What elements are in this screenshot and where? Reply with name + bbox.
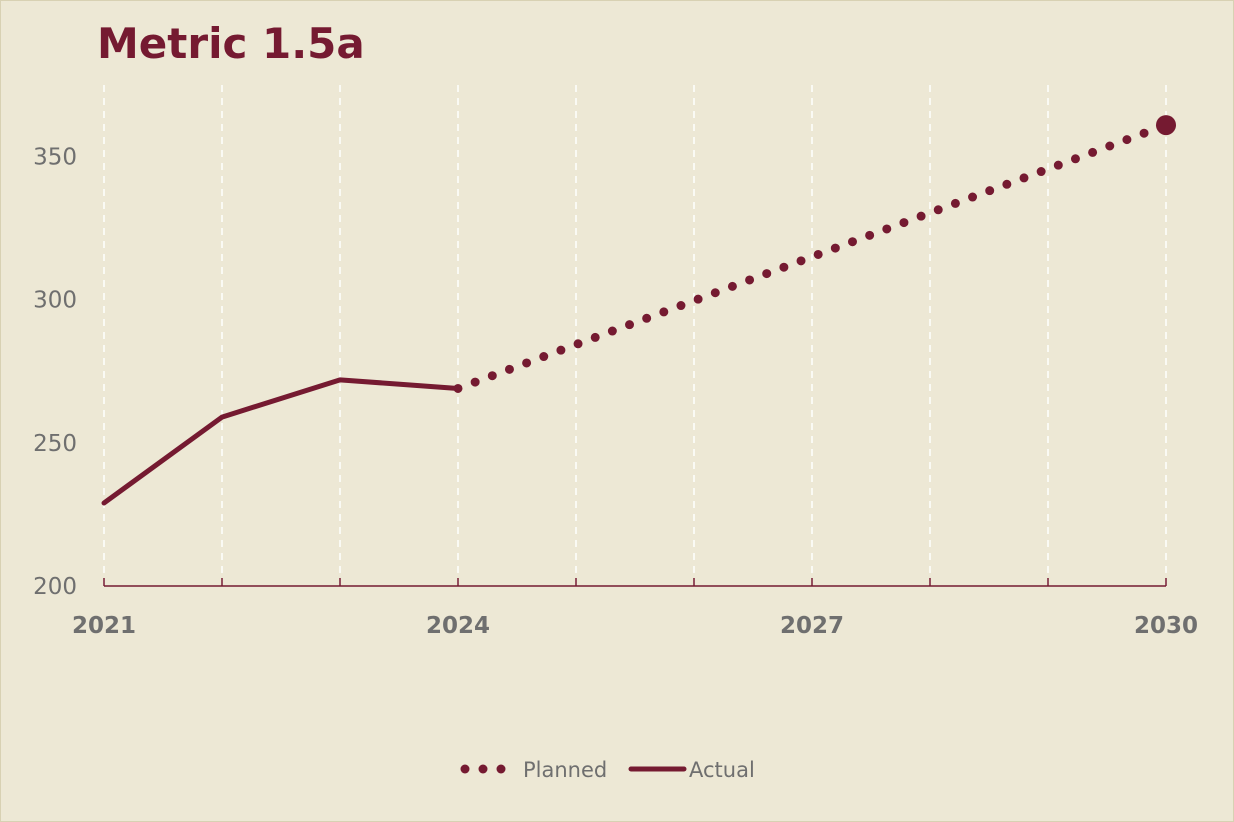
- series-lines: [101, 115, 1176, 506]
- y-tick-label-300: 300: [33, 288, 77, 314]
- y-tick-label-350: 350: [33, 145, 77, 171]
- planned-legend-label: Planned: [523, 758, 607, 782]
- x-tick-label-2027: 2027: [780, 613, 844, 639]
- planned-legend-swatch-dot: [496, 764, 506, 774]
- y-tick-label-250: 250: [33, 431, 77, 457]
- actual-series-line: [101, 377, 461, 506]
- x-tick-label-2030: 2030: [1134, 613, 1198, 639]
- planned-series-line: [453, 120, 1171, 393]
- axes: 200 250 300 350 2021 2024 2027 2030: [33, 145, 1198, 639]
- planned-legend-swatch-dot: [460, 764, 470, 774]
- legend: Planned Actual: [460, 758, 755, 782]
- actual-legend-label: Actual: [689, 758, 755, 782]
- x-tick-label-2024: 2024: [426, 613, 490, 639]
- grid-lines: [103, 85, 1167, 586]
- x-tick-label-2021: 2021: [72, 613, 136, 639]
- planned-end-marker: [1156, 115, 1176, 136]
- chart-title: Metric 1.5a: [97, 19, 365, 68]
- y-tick-label-200: 200: [33, 574, 77, 600]
- planned-legend-swatch-dot: [478, 764, 488, 774]
